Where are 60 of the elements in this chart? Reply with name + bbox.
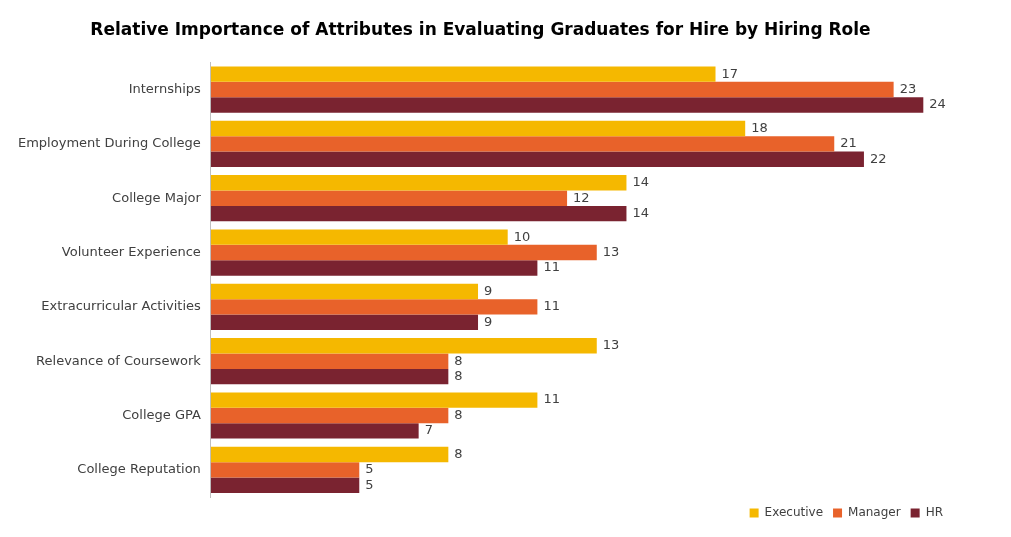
data-label: 5 xyxy=(365,476,374,492)
y-tick-label: Relevance of Coursework xyxy=(36,352,202,368)
data-label: 24 xyxy=(929,96,946,112)
data-label: 5 xyxy=(365,461,374,477)
bar xyxy=(210,120,746,137)
data-label: 11 xyxy=(543,298,560,314)
data-label: 10 xyxy=(513,228,531,244)
bar xyxy=(210,151,864,167)
bar xyxy=(210,136,835,152)
bar xyxy=(210,392,538,408)
legend-label: Executive xyxy=(764,505,824,520)
data-label: 18 xyxy=(751,119,768,135)
y-tick-label: Internships xyxy=(128,80,202,96)
bar xyxy=(210,260,538,276)
y-tick-label: Employment During College xyxy=(17,135,201,151)
data-label: 13 xyxy=(602,243,620,259)
data-label: 11 xyxy=(543,391,560,407)
bar xyxy=(210,314,479,330)
bar xyxy=(210,66,716,82)
bar xyxy=(210,244,597,261)
bar xyxy=(210,477,360,493)
data-label: 8 xyxy=(454,406,463,422)
data-label: 13 xyxy=(602,337,620,353)
bar xyxy=(210,97,924,113)
data-label: 7 xyxy=(424,422,433,438)
bar xyxy=(210,283,479,300)
data-label: 8 xyxy=(454,367,463,383)
legend-label: HR xyxy=(925,505,944,520)
bar xyxy=(210,190,568,206)
bar xyxy=(210,423,419,439)
y-tick-label: Extracurricular Activities xyxy=(41,298,202,314)
bar xyxy=(210,446,449,463)
bar xyxy=(210,205,627,222)
chart-title: Relative Importance of Attributes in Evaluating Graduates for Hire by Hiring Role xyxy=(90,18,871,39)
data-label: 9 xyxy=(484,313,493,329)
data-label: 11 xyxy=(543,259,560,275)
bar xyxy=(210,175,627,191)
data-label: 23 xyxy=(899,80,917,96)
data-label: 14 xyxy=(632,174,649,190)
y-tick-label: College Reputation xyxy=(77,461,201,477)
data-label: 17 xyxy=(721,65,739,81)
data-label: 9 xyxy=(484,282,493,298)
legend-label: Manager xyxy=(848,505,901,520)
y-tick-label: Volunteer Experience xyxy=(61,243,201,259)
y-tick-label: College GPA xyxy=(122,406,201,422)
data-label: 8 xyxy=(454,445,463,461)
bar xyxy=(210,338,597,354)
bar xyxy=(210,407,449,424)
data-label: 22 xyxy=(869,150,887,166)
data-label: 14 xyxy=(632,204,649,220)
bar xyxy=(210,299,538,315)
data-label: 21 xyxy=(840,135,857,151)
bar xyxy=(210,81,894,98)
bar xyxy=(210,229,508,245)
data-label: 12 xyxy=(573,189,590,205)
data-label: 8 xyxy=(454,352,463,368)
y-tick-label: College Major xyxy=(112,189,202,205)
bar xyxy=(210,368,449,385)
bar xyxy=(210,462,360,478)
bar xyxy=(210,353,449,369)
